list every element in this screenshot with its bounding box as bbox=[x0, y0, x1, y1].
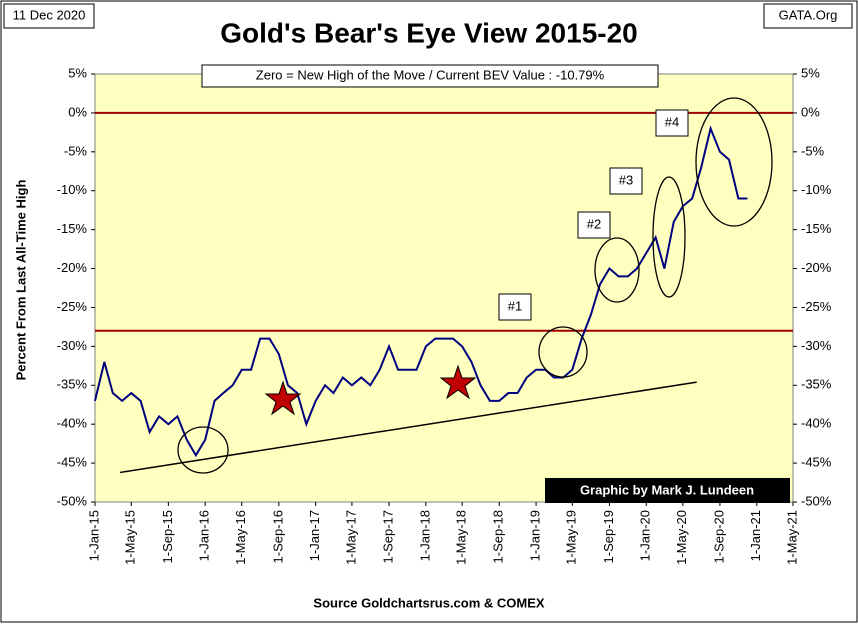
x-tick-label: 1-May-16 bbox=[233, 510, 248, 565]
x-tick-label: 1-May-19 bbox=[564, 510, 579, 565]
annotation-box bbox=[655, 109, 689, 137]
star bbox=[264, 380, 302, 416]
credit-box bbox=[545, 478, 790, 503]
trend-line bbox=[119, 381, 697, 474]
annotation-box bbox=[498, 293, 532, 321]
x-tick-label: 1-Sep-16 bbox=[270, 510, 285, 563]
y-tick-label: -20% bbox=[57, 260, 88, 275]
x-tick-label: 1-Jan-16 bbox=[197, 510, 212, 561]
y2-tick-label: -30% bbox=[801, 338, 832, 353]
star bbox=[439, 364, 477, 400]
x-axis-label: Source Goldchartsrus.com & COMEX bbox=[313, 595, 544, 610]
y2-tick-label: -15% bbox=[801, 221, 832, 236]
source-tag: GATA.Org bbox=[779, 7, 838, 22]
x-tick-label: 1-Jan-17 bbox=[307, 510, 322, 561]
y-tick-label: -50% bbox=[57, 493, 88, 508]
x-tick-label: 1-Jan-21 bbox=[748, 510, 763, 561]
y2-tick-label: -35% bbox=[801, 377, 832, 392]
y-tick-label: -35% bbox=[57, 377, 88, 392]
x-tick-label: 1-Sep-19 bbox=[601, 510, 616, 563]
chart-title: Gold's Bear's Eye View 2015-20 bbox=[220, 17, 637, 48]
circle bbox=[177, 426, 229, 474]
y2-tick-label: -50% bbox=[801, 493, 832, 508]
x-tick-label: 1-Jan-18 bbox=[417, 510, 432, 561]
circle bbox=[652, 176, 686, 298]
date-label: 11 Dec 2020 bbox=[13, 7, 86, 22]
plot-area bbox=[94, 73, 794, 503]
y-tick-label: -5% bbox=[64, 143, 88, 158]
x-tick-label: 1-May-18 bbox=[454, 510, 469, 565]
x-tick-label: 1-Jan-15 bbox=[86, 510, 101, 561]
x-tick-label: 1-Sep-18 bbox=[491, 510, 506, 563]
y-tick-label: -40% bbox=[57, 416, 88, 431]
y2-tick-label: 0% bbox=[801, 104, 820, 119]
y-tick-label: -15% bbox=[57, 221, 88, 236]
y-tick-label: -10% bbox=[57, 182, 88, 197]
x-tick-label: 1-May-17 bbox=[343, 510, 358, 565]
y2-tick-label: -5% bbox=[801, 143, 825, 158]
x-tick-label: 1-Sep-20 bbox=[711, 510, 726, 563]
x-tick-label: 1-May-21 bbox=[784, 510, 799, 565]
stars bbox=[264, 364, 477, 416]
circle bbox=[695, 97, 773, 227]
x-tick-label: 1-Jan-20 bbox=[638, 510, 653, 561]
circle bbox=[594, 237, 640, 303]
annotation: #1 bbox=[508, 298, 522, 313]
y2-tick-label: -25% bbox=[801, 299, 832, 314]
subtitle-box bbox=[201, 64, 659, 88]
date-box bbox=[3, 3, 95, 29]
x-tick-label: 1-May-20 bbox=[674, 510, 689, 565]
annotation-box bbox=[577, 211, 611, 239]
y2-tick-label: -20% bbox=[801, 260, 832, 275]
x-tick-label: 1-Sep-15 bbox=[160, 510, 175, 563]
x-tick-label: 1-May-15 bbox=[123, 510, 138, 565]
credit: Graphic by Mark J. Lundeen bbox=[580, 482, 754, 497]
y2-tick-label: 5% bbox=[801, 65, 820, 80]
y-tick-label: -45% bbox=[57, 455, 88, 470]
x-tick-label: 1-Sep-17 bbox=[380, 510, 395, 563]
y-tick-label: -25% bbox=[57, 299, 88, 314]
annotation: #2 bbox=[587, 216, 601, 231]
y2-tick-label: -10% bbox=[801, 182, 832, 197]
y-tick-label: -30% bbox=[57, 338, 88, 353]
highlight-circles bbox=[177, 97, 773, 474]
annotation: #4 bbox=[665, 114, 679, 129]
y-tick-label: 0% bbox=[68, 104, 87, 119]
y2-tick-label: -45% bbox=[801, 455, 832, 470]
y2-tick-label: -40% bbox=[801, 416, 832, 431]
circle bbox=[538, 326, 588, 378]
annotation: #3 bbox=[619, 172, 633, 187]
y-tick-label: 5% bbox=[68, 65, 87, 80]
x-tick-label: 1-Jan-19 bbox=[528, 510, 543, 561]
tag-box bbox=[763, 3, 853, 29]
subtitle: Zero = New High of the Move / Current BE… bbox=[256, 67, 605, 82]
y-axis-label: Percent From Last All-Time High bbox=[13, 180, 28, 381]
annotation-box bbox=[609, 167, 643, 195]
